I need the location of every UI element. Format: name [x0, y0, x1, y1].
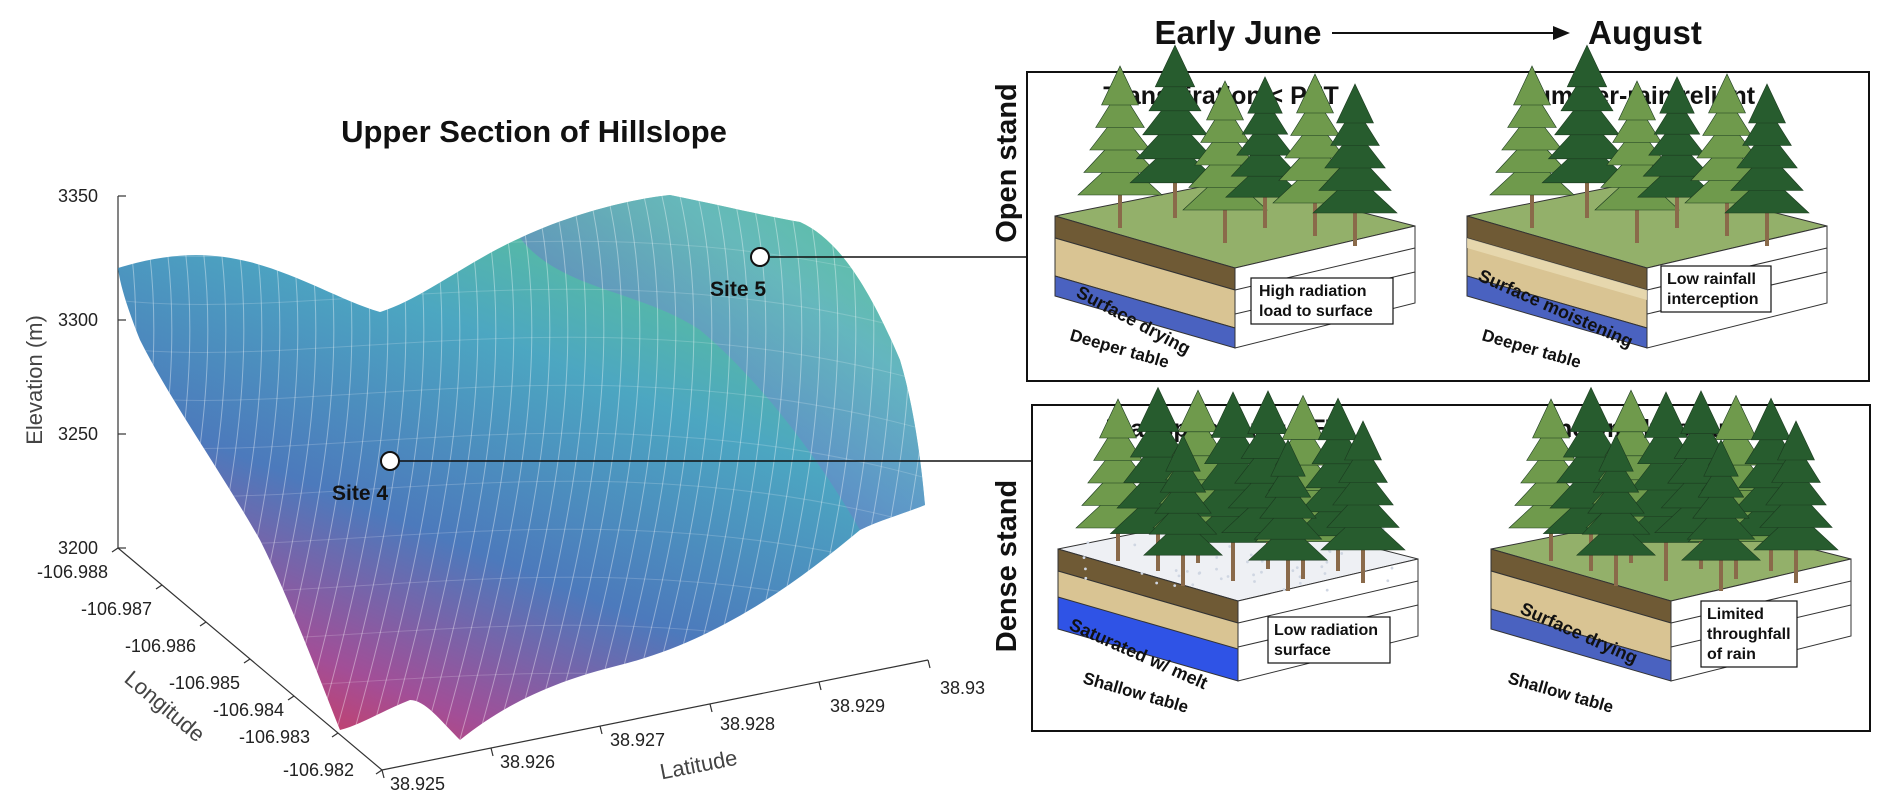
note-line-1: Low radiation [1274, 622, 1378, 639]
z-tick: 3250 [58, 424, 98, 444]
dense-stand-label: Dense stand [991, 480, 1023, 652]
site-4-marker [381, 452, 399, 470]
lon-tick: -106.983 [239, 727, 310, 747]
panel-open-late: Summer-rain reliant Surface moistening D… [1467, 45, 1827, 372]
lon-tick: -106.985 [169, 673, 240, 693]
hillslope-plot: Upper Section of Hillslope 3350 3300 325… [22, 114, 1033, 794]
note-line-2: surface [1274, 642, 1331, 659]
panel-dense-early: Transpiration ≈ PET Saturated w/ melt Sh… [1058, 387, 1418, 716]
note-line-2: interception [1667, 291, 1759, 308]
lon-tick: -106.982 [283, 760, 354, 780]
note-box: High radiation load to surface [1251, 278, 1393, 324]
panel-dense-late: Snowmelt-reliant Surface drying Shallow … [1491, 387, 1851, 716]
lon-tick: -106.984 [213, 700, 284, 720]
panel-open-early: Transpiration < PET Surface drying Deepe… [1055, 45, 1415, 372]
lat-tick: 38.925 [390, 774, 445, 794]
lat-tick: 38.929 [830, 696, 885, 716]
timeline-arrow-head [1553, 26, 1570, 40]
note-line-2: throughfall [1707, 626, 1791, 643]
site-5-marker [751, 248, 769, 266]
table-label: Shallow table [1506, 669, 1616, 717]
lat-tick: 38.93 [940, 678, 985, 698]
lon-tick: -106.987 [81, 599, 152, 619]
lon-tick: -106.988 [37, 562, 108, 582]
site-4-label: Site 4 [332, 482, 388, 505]
timeline: Early June August [1155, 14, 1702, 51]
note-line-1: Limited [1707, 606, 1764, 623]
note-line-3: of rain [1707, 646, 1756, 663]
z-tick: 3300 [58, 310, 98, 330]
lat-tick: 38.928 [720, 714, 775, 734]
note-line-2: load to surface [1259, 303, 1373, 320]
note-box: Low radiation surface [1268, 617, 1390, 663]
z-axis-label: Elevation (m) [22, 315, 47, 445]
timeline-start: Early June [1155, 14, 1322, 51]
lat-axis-label: Latitude [658, 745, 740, 784]
site-5-label: Site 5 [710, 278, 766, 301]
dense-stand-row: Dense stand Transpiration ≈ PET Saturate… [991, 387, 1870, 731]
open-stand-label: Open stand [991, 83, 1023, 243]
z-ticks: 3350 3300 3250 3200 [58, 186, 98, 558]
timeline-end: August [1588, 14, 1702, 51]
plot-title: Upper Section of Hillslope [341, 114, 727, 149]
lat-tick: 38.926 [500, 752, 555, 772]
note-box: Low rainfall interception [1661, 266, 1771, 312]
z-tick: 3350 [58, 186, 98, 206]
open-stand-row: Open stand Transpiration < PET Surface d… [991, 45, 1869, 381]
note-line-1: Low rainfall [1667, 271, 1756, 288]
note-box: Limited throughfall of rain [1701, 601, 1797, 667]
table-label: Deeper table [1480, 326, 1583, 372]
z-tick: 3200 [58, 538, 98, 558]
note-line-1: High radiation [1259, 283, 1367, 300]
lon-tick: -106.986 [125, 636, 196, 656]
lat-tick: 38.927 [610, 730, 665, 750]
